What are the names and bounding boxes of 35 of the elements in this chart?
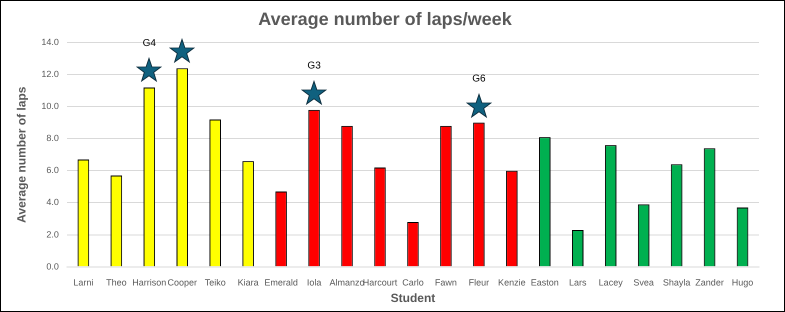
x-tick-label: Kiara: [238, 278, 259, 288]
x-tick-label: Kenzie: [498, 278, 526, 288]
y-tick-label: 14.0: [41, 37, 59, 48]
x-tick-label: Emerald: [264, 278, 298, 288]
y-tick-label: 6.0: [46, 165, 59, 176]
x-tick-label: Teiko: [204, 278, 226, 288]
x-tick-label: Theo: [106, 278, 127, 288]
y-tick-label: 12.0: [41, 69, 59, 80]
x-tick-label: Fawn: [434, 278, 457, 288]
y-tick-label: 8.0: [46, 133, 59, 144]
x-tick-label: Lacey: [598, 278, 624, 288]
x-tick-label: Iola: [306, 278, 322, 288]
y-tick-label: 4.0: [46, 197, 59, 208]
x-tick-label: Fleur: [468, 278, 490, 288]
y-tick-label: 2.0: [46, 229, 59, 240]
x-tick-label: Shayla: [662, 278, 690, 288]
y-axis-title: Average number of laps: [14, 86, 29, 223]
x-tick-label: Harrison: [132, 278, 166, 288]
x-axis-title: Student: [390, 291, 436, 306]
x-tick-label: Hugo: [732, 278, 754, 288]
x-tick-label: Cooper: [168, 278, 198, 288]
annotation: G4: [142, 38, 156, 50]
x-tick-label: Carlo: [402, 278, 424, 288]
x-tick-label: Almanzo: [330, 278, 365, 288]
annotation: G3: [307, 60, 322, 72]
y-tick-label: 10.0: [41, 101, 59, 112]
annotation: G6: [472, 73, 486, 84]
x-tick-label: Svea: [633, 278, 654, 288]
x-tick-label: Zander: [695, 278, 724, 288]
x-tick-label: Easton: [530, 278, 559, 288]
x-tick-label: Harcourt: [362, 278, 398, 288]
y-tick-label: 0.0: [46, 261, 59, 272]
x-tick-label: Larni: [73, 278, 94, 288]
x-tick-label: Lars: [568, 278, 587, 288]
chart-title: Average number of laps/week: [258, 8, 513, 29]
